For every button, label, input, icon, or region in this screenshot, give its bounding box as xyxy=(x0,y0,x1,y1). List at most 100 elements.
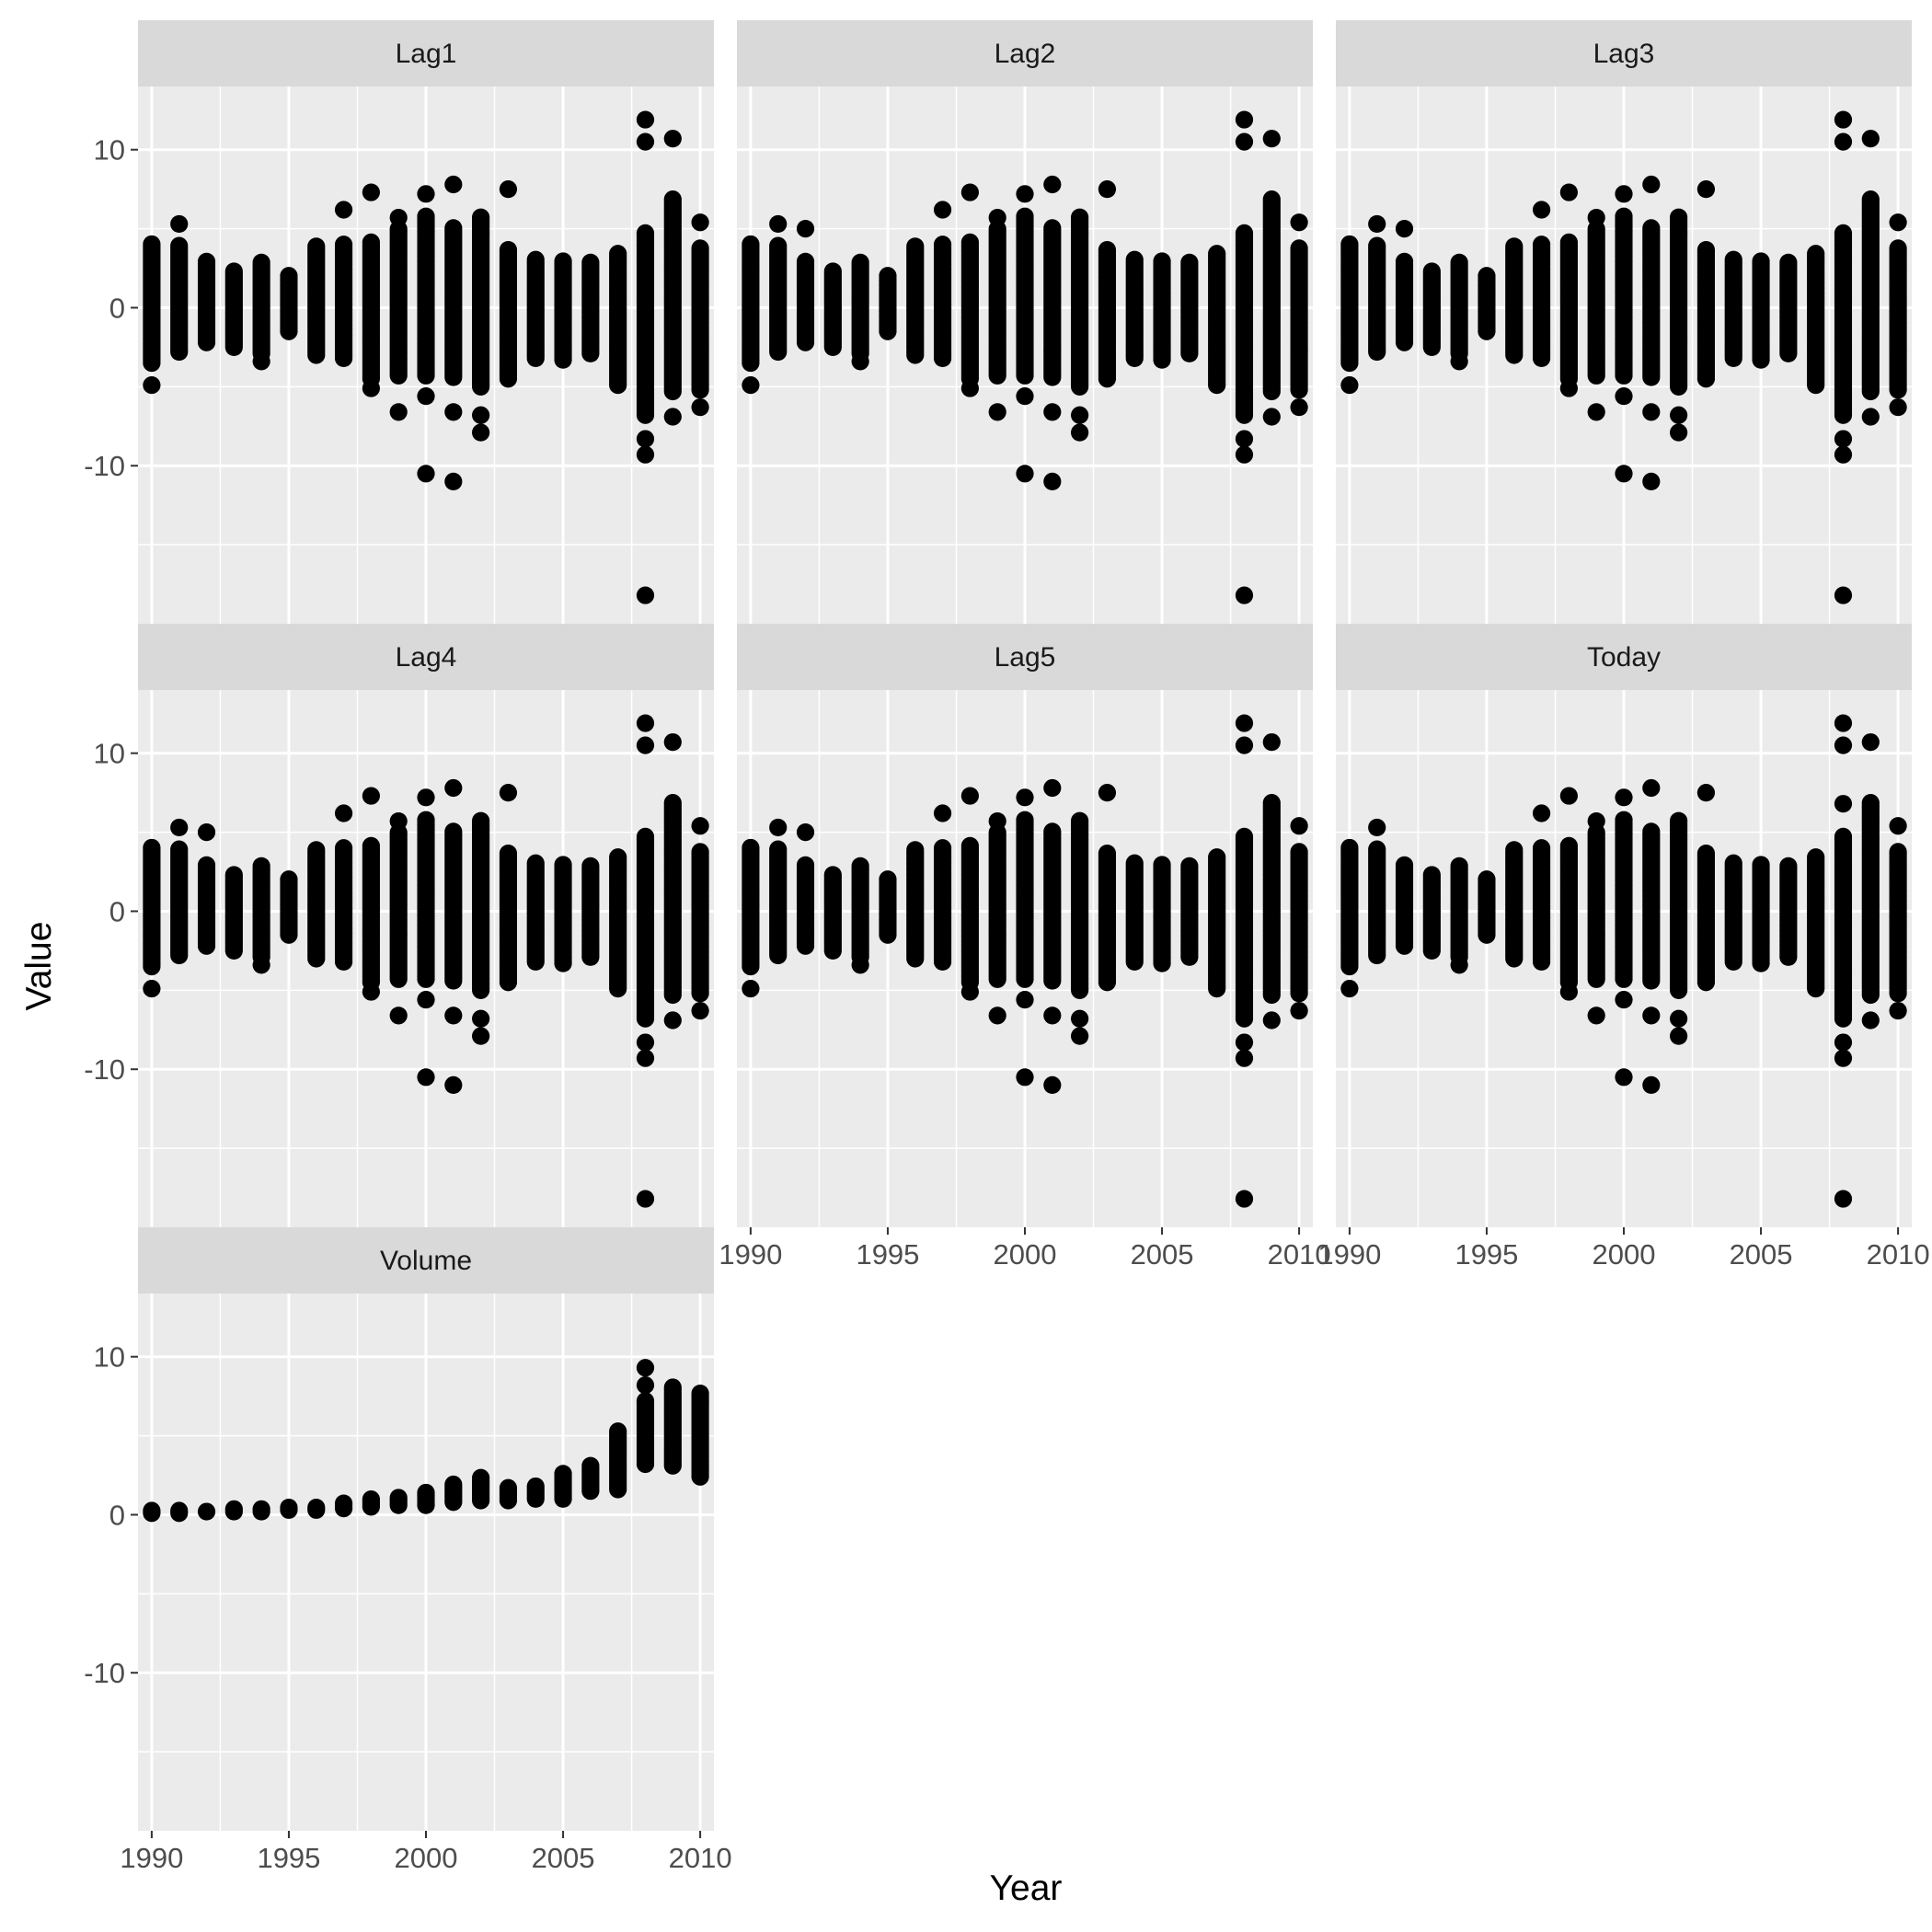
data-point xyxy=(1670,208,1688,226)
data-point-outlier xyxy=(499,784,518,802)
data-point-outlier xyxy=(1615,387,1633,406)
data-point-outlier xyxy=(636,1190,655,1208)
data-point xyxy=(1368,236,1386,255)
data-point-outlier xyxy=(691,817,709,835)
data-point xyxy=(1153,252,1171,270)
data-point xyxy=(796,252,815,270)
data-point-outlier xyxy=(851,956,869,974)
data-point-outlier xyxy=(444,175,463,194)
data-point-outlier xyxy=(636,110,655,129)
data-point xyxy=(960,233,979,251)
data-point-outlier xyxy=(362,379,380,397)
data-point-outlier xyxy=(988,811,1006,831)
data-point-outlier xyxy=(444,1006,463,1025)
data-point-outlier xyxy=(960,379,979,397)
data-point xyxy=(796,856,815,874)
data-point xyxy=(769,840,788,858)
data-point-outlier xyxy=(1098,180,1117,199)
data-point xyxy=(1043,219,1062,237)
data-point-outlier xyxy=(1235,430,1254,448)
data-point-outlier xyxy=(1889,213,1907,232)
data-point-outlier xyxy=(1696,180,1716,199)
data-point-outlier xyxy=(389,208,408,227)
data-point xyxy=(472,811,490,830)
data-point-outlier xyxy=(1834,430,1853,448)
y-tick-label: -10 xyxy=(84,450,125,482)
data-point xyxy=(307,237,326,256)
data-point-outlier xyxy=(1235,132,1254,151)
data-point-outlier xyxy=(1834,445,1853,464)
data-point-outlier xyxy=(663,408,682,426)
y-tick-label: -10 xyxy=(84,1053,125,1086)
data-point-outlier xyxy=(1889,398,1907,417)
data-point-outlier xyxy=(636,736,655,754)
data-point xyxy=(851,857,869,875)
data-point-outlier xyxy=(417,991,435,1009)
data-point-outlier xyxy=(389,1006,408,1025)
data-point-outlier xyxy=(851,352,869,371)
data-point-outlier xyxy=(389,811,408,831)
data-point-outlier xyxy=(1861,130,1880,148)
data-point-outlier xyxy=(988,403,1006,421)
data-point xyxy=(1478,267,1496,285)
data-point-outlier xyxy=(472,423,490,442)
data-point xyxy=(1807,245,1825,263)
data-point xyxy=(1180,253,1199,271)
data-point xyxy=(197,856,216,874)
data-point-outlier xyxy=(636,1049,655,1067)
data-point-outlier xyxy=(444,472,463,491)
data-point xyxy=(526,854,545,872)
data-point xyxy=(906,237,925,256)
data-point xyxy=(823,866,842,884)
data-point-outlier xyxy=(796,219,815,238)
data-point-outlier xyxy=(1861,408,1880,426)
data-point xyxy=(933,236,952,254)
data-point-outlier xyxy=(444,403,463,421)
data-point-outlier xyxy=(143,376,161,395)
data-point-outlier xyxy=(1642,403,1661,421)
data-point-outlier xyxy=(796,822,815,842)
data-point-outlier xyxy=(1450,352,1468,371)
data-point-outlier xyxy=(1834,110,1853,129)
data-point xyxy=(1532,236,1551,254)
data-point xyxy=(554,252,572,270)
data-point xyxy=(499,845,518,863)
data-point xyxy=(1889,239,1907,258)
data-point-outlier xyxy=(933,804,952,822)
data-point xyxy=(691,843,709,861)
facet-lag2: Lag2 xyxy=(737,20,1313,624)
data-point-outlier xyxy=(1043,1006,1062,1025)
data-point xyxy=(1422,262,1441,281)
data-point xyxy=(197,252,216,270)
data-point-outlier xyxy=(988,208,1006,227)
data-point-outlier xyxy=(1290,398,1308,417)
data-point-outlier xyxy=(417,185,435,203)
data-point-outlier xyxy=(636,1033,655,1052)
data-point-outlier xyxy=(663,1011,682,1029)
points-lag1 xyxy=(143,110,709,604)
data-point xyxy=(769,236,788,255)
data-point xyxy=(1642,219,1661,237)
data-point-outlier xyxy=(1395,219,1414,238)
data-point-outlier xyxy=(1587,403,1605,421)
data-point-outlier xyxy=(960,983,979,1001)
data-point xyxy=(742,235,760,254)
data-point xyxy=(609,245,627,263)
data-point xyxy=(960,836,979,855)
data-point-outlier xyxy=(691,398,709,417)
data-point-outlier xyxy=(143,980,161,998)
data-point-outlier xyxy=(1016,788,1034,807)
data-point-outlier xyxy=(1290,213,1308,232)
data-point xyxy=(252,253,270,271)
data-point-outlier xyxy=(1834,132,1853,151)
data-point-outlier xyxy=(1670,406,1688,424)
facet-strip-label-lag3: Lag3 xyxy=(1593,39,1655,69)
data-point-outlier xyxy=(1071,406,1089,424)
data-point xyxy=(1779,253,1798,271)
points-lag4 xyxy=(143,714,709,1208)
data-point-outlier xyxy=(362,787,380,805)
data-point-outlier xyxy=(1834,586,1853,604)
data-point-outlier xyxy=(1559,379,1578,397)
